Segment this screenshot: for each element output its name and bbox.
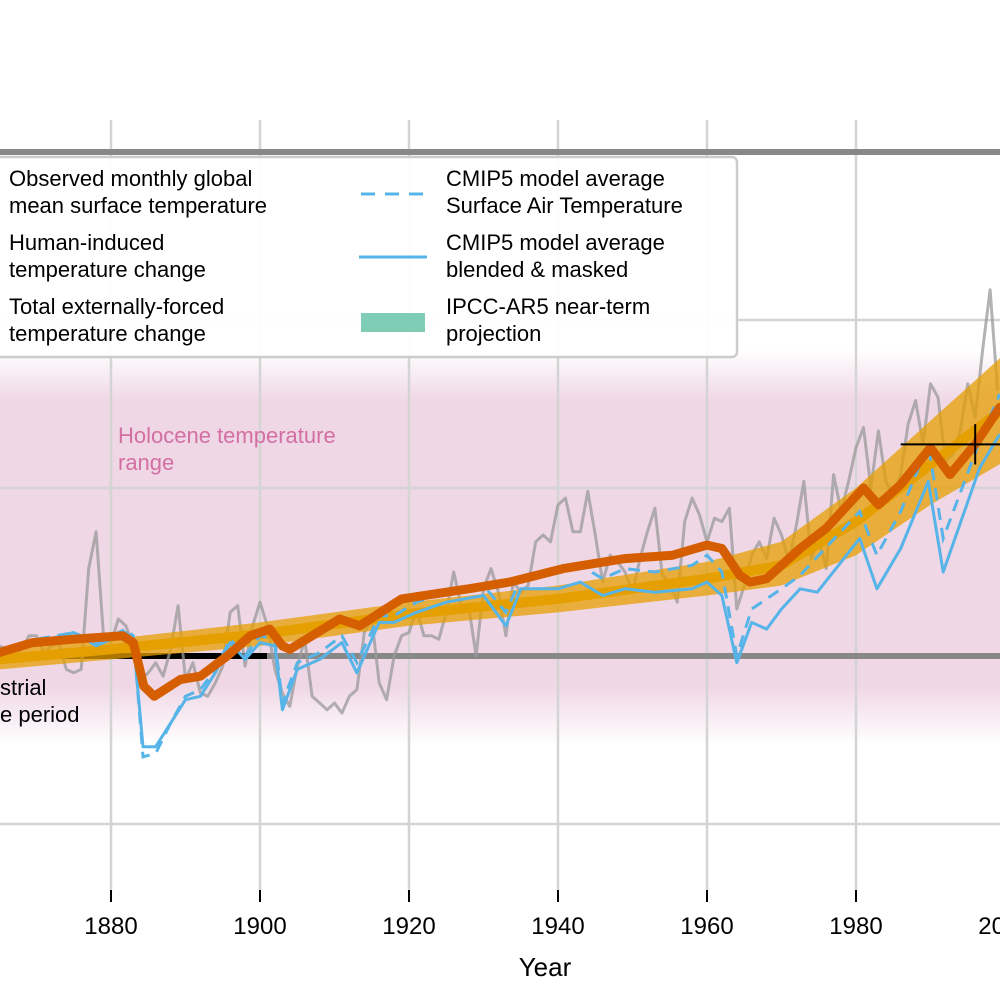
legend-observed-1: Observed monthly global — [9, 166, 252, 191]
legend-cmip5-sat-1: CMIP5 model average — [446, 166, 665, 191]
legend-human-1: Human-induced — [9, 230, 164, 255]
legend-human-2: temperature change — [9, 257, 206, 282]
legend-cmip5-blended-2: blended & masked — [446, 257, 628, 282]
x-tick-label: 1960 — [680, 913, 733, 940]
baseline-label-1: strial — [0, 675, 46, 700]
legend-cmip5-blended-1: CMIP5 model average — [446, 230, 665, 255]
x-tick-label: 1920 — [382, 913, 435, 940]
x-tick-label: 1980 — [829, 913, 882, 940]
x-axis-title: Year — [519, 952, 572, 982]
baseline-label-2: e period — [0, 702, 80, 727]
legend-observed-2: mean surface temperature — [9, 193, 267, 218]
legend-total-2: temperature change — [9, 321, 206, 346]
observation-marker — [900, 424, 1000, 465]
cmip5-blended-line — [0, 433, 1000, 749]
x-tick-label: 1900 — [233, 913, 286, 940]
legend-ipcc-1: IPCC-AR5 near-term — [446, 294, 650, 319]
legend-total-1: Total externally-forced — [9, 294, 224, 319]
x-tick-label: 1880 — [84, 913, 137, 940]
legend-ipcc-2: projection — [446, 321, 541, 346]
holocene-label-2: range — [118, 450, 174, 475]
legend: Observed monthly global mean surface tem… — [0, 155, 739, 359]
x-axis: 1880 1900 1920 1940 1960 1980 2000 — [84, 890, 1000, 940]
holocene-label-1: Holocene temperature — [118, 423, 336, 448]
total-forced-line — [0, 402, 1000, 701]
legend-band-icon — [361, 313, 425, 332]
x-tick-label: 1940 — [531, 913, 584, 940]
x-tick-label: 2000 — [978, 913, 1000, 940]
series-group — [0, 288, 1000, 759]
legend-cmip5-sat-2: Surface Air Temperature — [446, 193, 683, 218]
